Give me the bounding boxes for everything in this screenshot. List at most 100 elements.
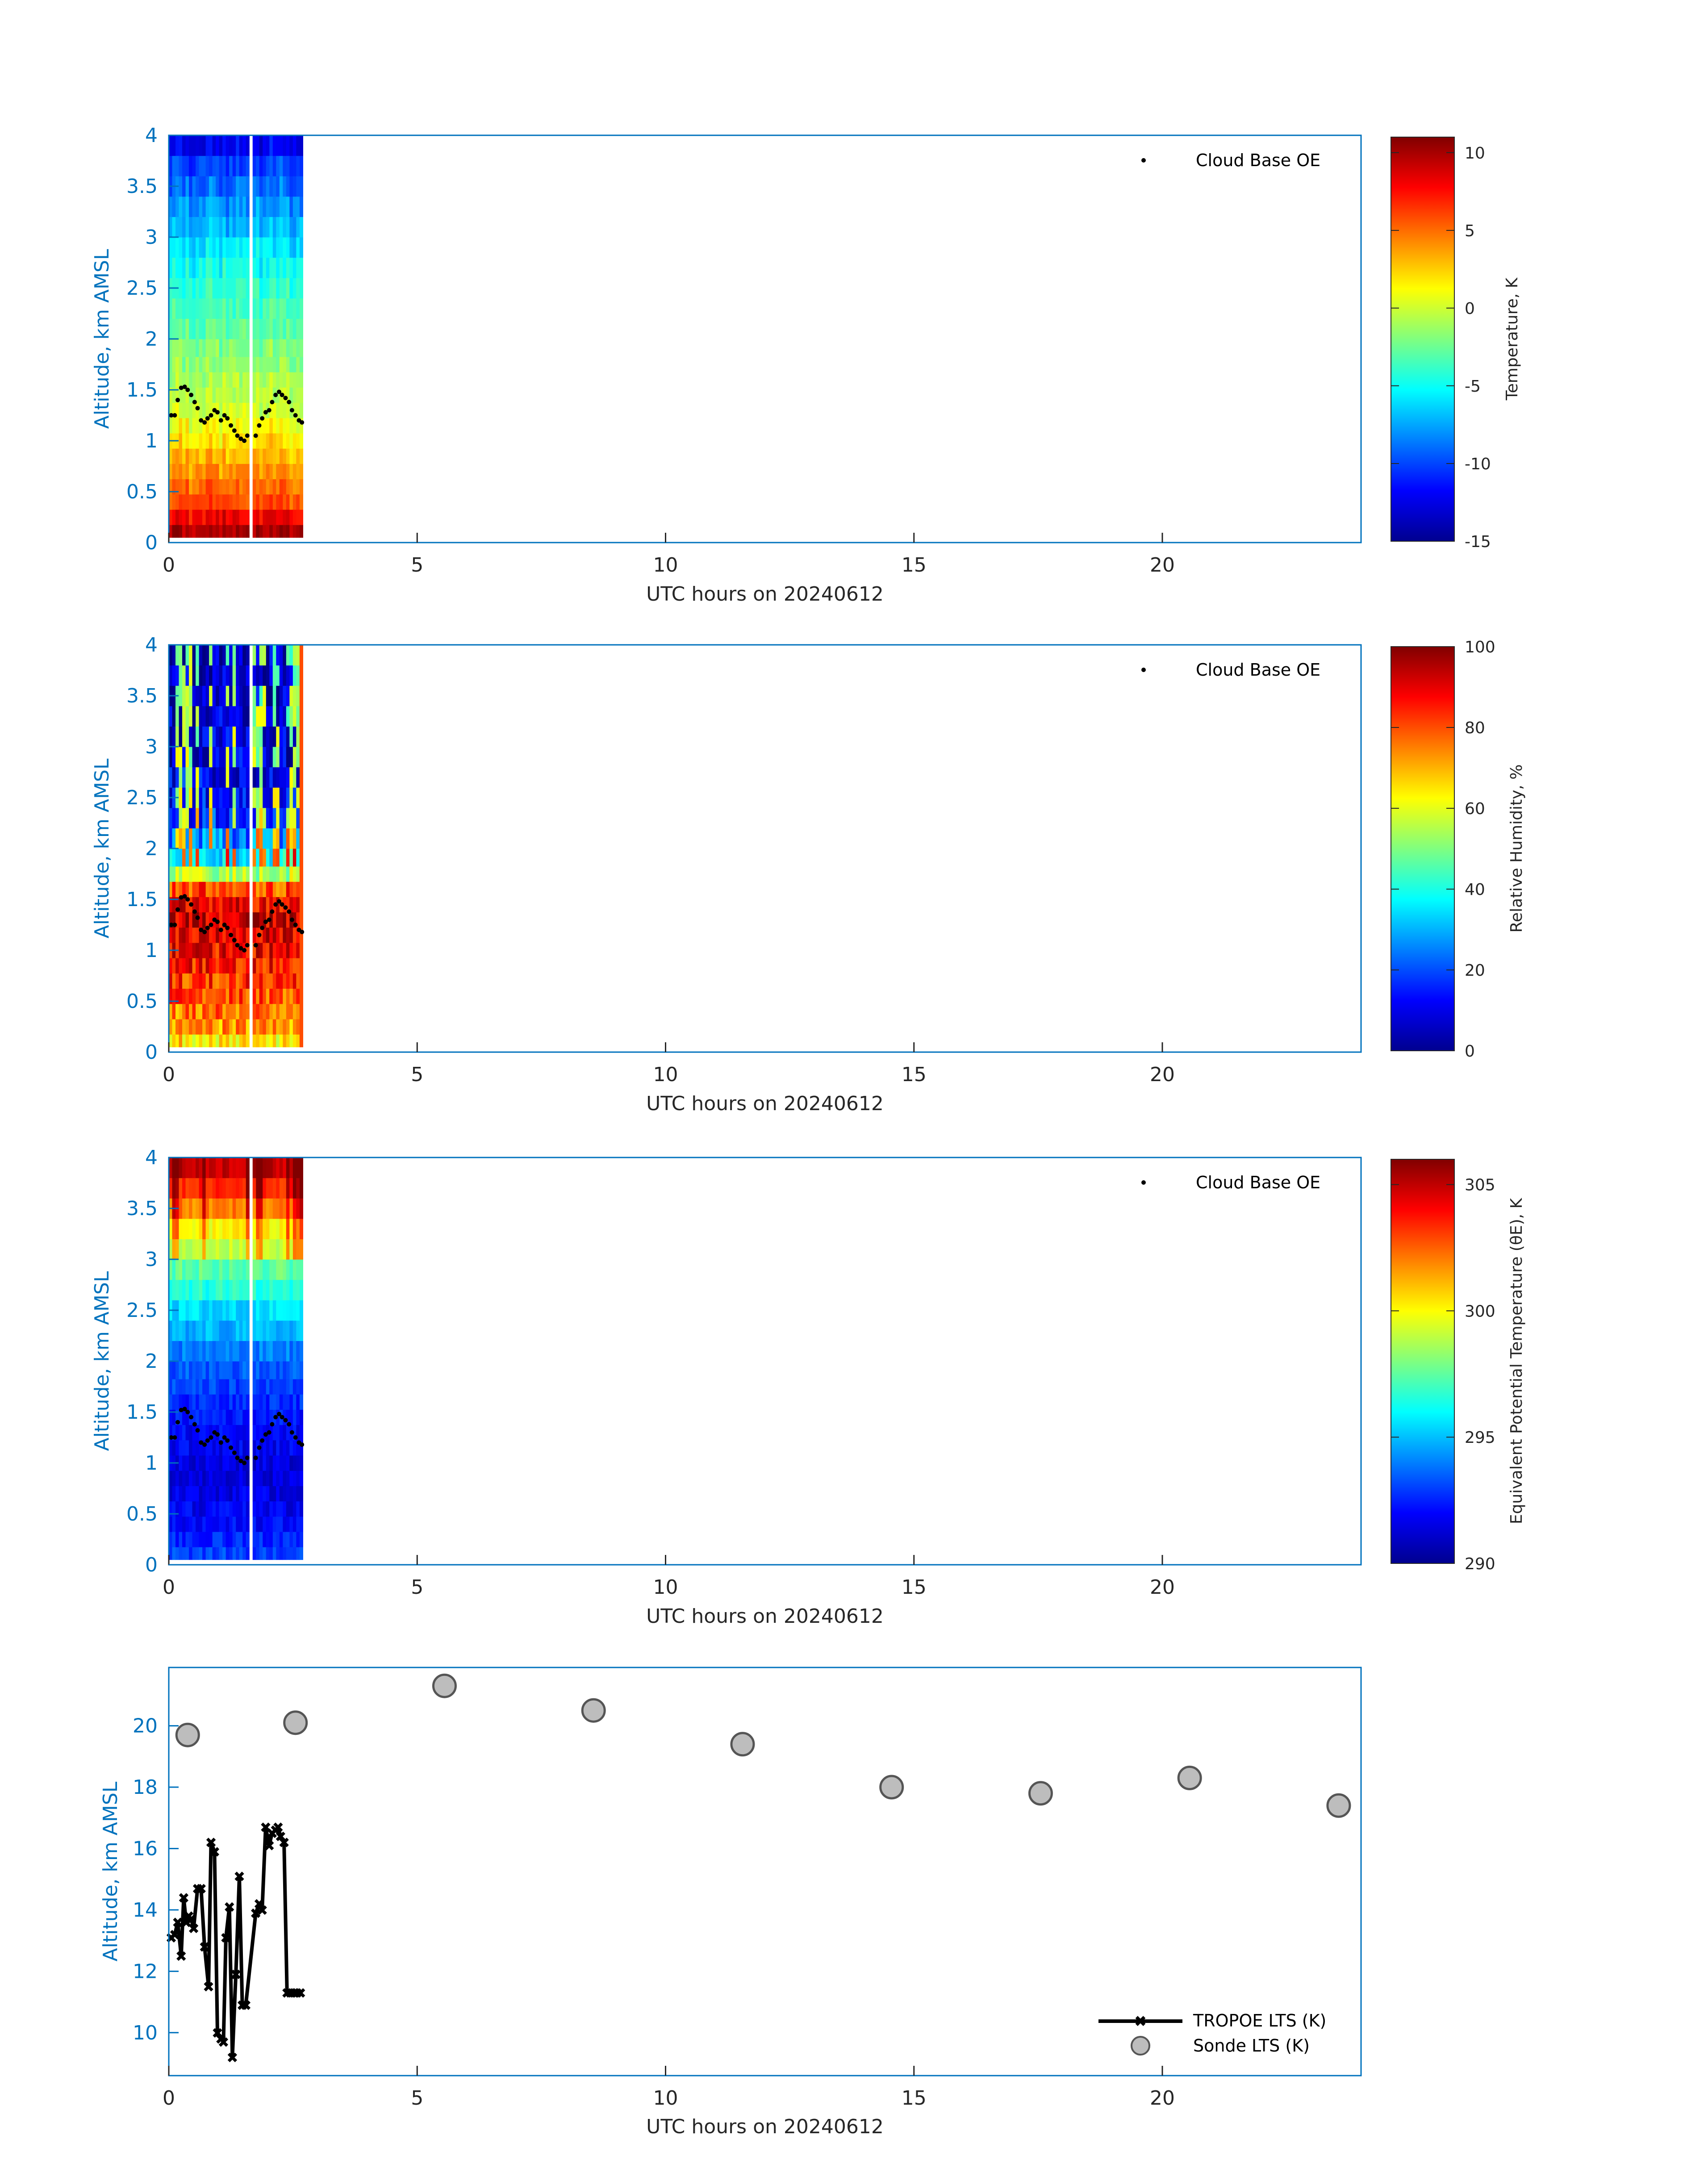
x-axis-label: UTC hours on 20240612 bbox=[646, 2115, 884, 2138]
heatmap-cell bbox=[269, 1239, 273, 1260]
heatmap-cell bbox=[272, 1531, 276, 1547]
heatmap-cell bbox=[299, 418, 303, 434]
heatmap-cell bbox=[189, 912, 193, 928]
heatmap-cell bbox=[219, 1440, 223, 1456]
heatmap-cell bbox=[172, 927, 176, 943]
heatmap-cell bbox=[299, 1361, 303, 1379]
heatmap-cell bbox=[179, 318, 183, 339]
heatmap-cell bbox=[266, 767, 270, 788]
heatmap-cell bbox=[189, 848, 193, 867]
heatmap-cell bbox=[252, 339, 256, 357]
heatmap-cell bbox=[226, 525, 230, 538]
heatmap-cell bbox=[216, 645, 220, 666]
heatmap-cell bbox=[289, 448, 293, 464]
heatmap-cell bbox=[212, 1341, 216, 1362]
heatmap-cell bbox=[192, 1178, 196, 1199]
x-tick-label: 5 bbox=[411, 1063, 423, 1086]
heatmap-cell bbox=[216, 807, 220, 828]
heatmap-cell bbox=[216, 418, 220, 434]
heatmap-cell bbox=[236, 1019, 240, 1035]
heatmap-cell bbox=[205, 1034, 209, 1048]
heatmap-cell bbox=[189, 1239, 193, 1260]
heatmap-cell bbox=[289, 464, 293, 480]
heatmap-cell bbox=[276, 767, 280, 788]
heatmap-cell bbox=[283, 1455, 287, 1471]
x-axis: 0 5 10 15 20 bbox=[163, 1042, 1175, 1086]
heatmap-cell bbox=[259, 278, 263, 299]
heatmap-cell bbox=[196, 1218, 200, 1239]
heatmap-cell bbox=[283, 196, 287, 217]
heatmap-cell bbox=[269, 973, 273, 989]
tropoe-lts-marker: ✖ bbox=[230, 1966, 242, 1983]
heatmap-cell bbox=[279, 1501, 283, 1517]
heatmap-cell bbox=[256, 479, 260, 495]
heatmap-cell bbox=[296, 1379, 300, 1395]
heatmap-cell bbox=[289, 196, 293, 217]
heatmap-cell bbox=[199, 1279, 203, 1300]
heatmap-cell bbox=[256, 1531, 260, 1547]
heatmap-cell bbox=[185, 1455, 189, 1471]
heatmap-cell bbox=[179, 1279, 183, 1300]
heatmap-cell bbox=[172, 1239, 176, 1260]
heatmap-cell bbox=[219, 1394, 223, 1410]
heatmap-cell bbox=[232, 807, 236, 828]
heatmap-cell bbox=[299, 237, 303, 258]
heatmap-cell bbox=[286, 897, 290, 913]
heatmap-cell bbox=[196, 973, 200, 989]
heatmap-cell bbox=[185, 494, 189, 510]
heatmap-cell bbox=[192, 257, 196, 278]
heatmap-cell bbox=[279, 828, 283, 849]
heatmap-cell bbox=[219, 973, 223, 989]
cloud-base-point bbox=[238, 946, 243, 951]
heatmap-cell bbox=[236, 1034, 240, 1048]
heatmap-cell bbox=[263, 1455, 267, 1471]
heatmap-cell bbox=[263, 525, 267, 538]
heatmap-cell bbox=[256, 1259, 260, 1280]
heatmap-cell bbox=[276, 464, 280, 480]
heatmap-cell bbox=[269, 1486, 273, 1502]
heatmap-cell bbox=[283, 1198, 287, 1219]
heatmap-cell bbox=[179, 402, 183, 418]
heatmap-cell bbox=[283, 665, 287, 686]
heatmap-cell bbox=[189, 685, 193, 706]
heatmap-cell bbox=[205, 1471, 209, 1486]
heatmap-cell bbox=[232, 1019, 236, 1035]
heatmap-cell bbox=[205, 418, 209, 434]
heatmap-cell bbox=[209, 1300, 213, 1321]
cloud-base-point bbox=[172, 1435, 177, 1440]
heatmap-cell bbox=[179, 685, 183, 706]
x-tick-label: 0 bbox=[163, 1063, 175, 1086]
heatmap-cell bbox=[286, 1516, 290, 1532]
heatmap-cell bbox=[212, 1409, 216, 1425]
heatmap-cell bbox=[216, 747, 220, 768]
heatmap-cell bbox=[276, 155, 280, 176]
heatmap-cell bbox=[182, 1019, 186, 1035]
heatmap-cell bbox=[175, 135, 180, 156]
cloud-base-point bbox=[225, 416, 230, 421]
heatmap-cell bbox=[209, 278, 213, 299]
heatmap-cell bbox=[185, 1531, 189, 1547]
heatmap-cell bbox=[269, 387, 273, 403]
heatmap-cell bbox=[266, 958, 270, 974]
heatmap-cell bbox=[169, 927, 173, 943]
heatmap-cell bbox=[175, 1341, 180, 1362]
heatmap-cell bbox=[219, 433, 223, 449]
heatmap-cell bbox=[269, 1259, 273, 1280]
heatmap-cell bbox=[263, 1501, 267, 1517]
heatmap-cell bbox=[205, 1157, 209, 1178]
heatmap-cell bbox=[256, 958, 260, 974]
heatmap-cell bbox=[283, 318, 287, 339]
cloud-base-point bbox=[245, 943, 250, 948]
heatmap-cell bbox=[276, 988, 280, 1004]
heatmap-cell bbox=[219, 912, 223, 928]
heatmap-cell bbox=[296, 787, 300, 808]
heatmap-cell bbox=[239, 807, 243, 828]
heatmap-cell bbox=[239, 135, 243, 156]
heatmap-cell bbox=[236, 433, 240, 449]
y-tick-label: 3 bbox=[145, 1248, 158, 1271]
heatmap-cell bbox=[205, 135, 209, 156]
heatmap-cell bbox=[205, 927, 209, 943]
heatmap-cell bbox=[202, 1019, 206, 1035]
heatmap-cell bbox=[192, 706, 196, 727]
heatmap-cell bbox=[209, 1019, 213, 1035]
